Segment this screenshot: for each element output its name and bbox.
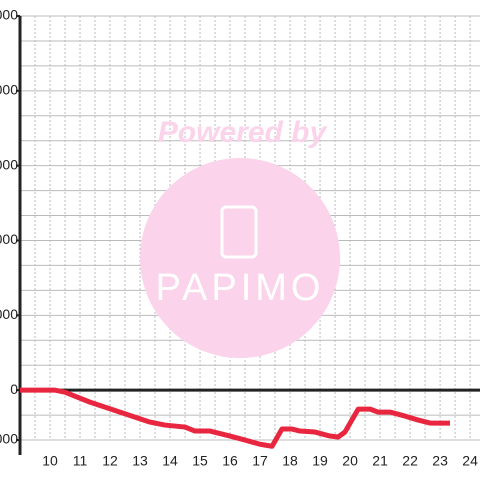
watermark-logo: PAPIMO [156,267,325,309]
x-tick-label: 21 [372,453,388,469]
y-tick-label: 90,000 [0,156,18,172]
y-tick-label: -20,000 [0,431,18,447]
y-tick-label: 120,000 [0,82,18,98]
watermark-icon [220,205,258,259]
watermark-text: Powered by [158,116,328,149]
x-tick-label: 10 [42,453,58,469]
x-tick-label: 17 [252,453,268,469]
watermark: Powered by PAPIMO [140,116,340,358]
y-tick-label: 0 [10,381,18,397]
x-tick-label: 11 [73,453,88,469]
x-tick-label: 12 [102,453,118,469]
y-tick-label: 30,000 [0,306,18,322]
x-tick-label: 20 [342,453,358,469]
x-tick-label: 24 [462,453,478,469]
x-tick-label: 14 [162,453,178,469]
x-tick-label: 19 [312,453,328,469]
x-tick-label: 16 [222,453,238,469]
y-tick-label: 150,000 [0,7,18,23]
x-tick-label: 18 [282,453,298,469]
y-tick-label: 60,000 [0,231,18,247]
x-tick-label: 13 [132,453,148,469]
x-tick-label: 15 [192,453,208,469]
x-tick-label: 22 [402,453,418,469]
x-tick-label: 23 [432,453,448,469]
data-line [20,387,450,449]
